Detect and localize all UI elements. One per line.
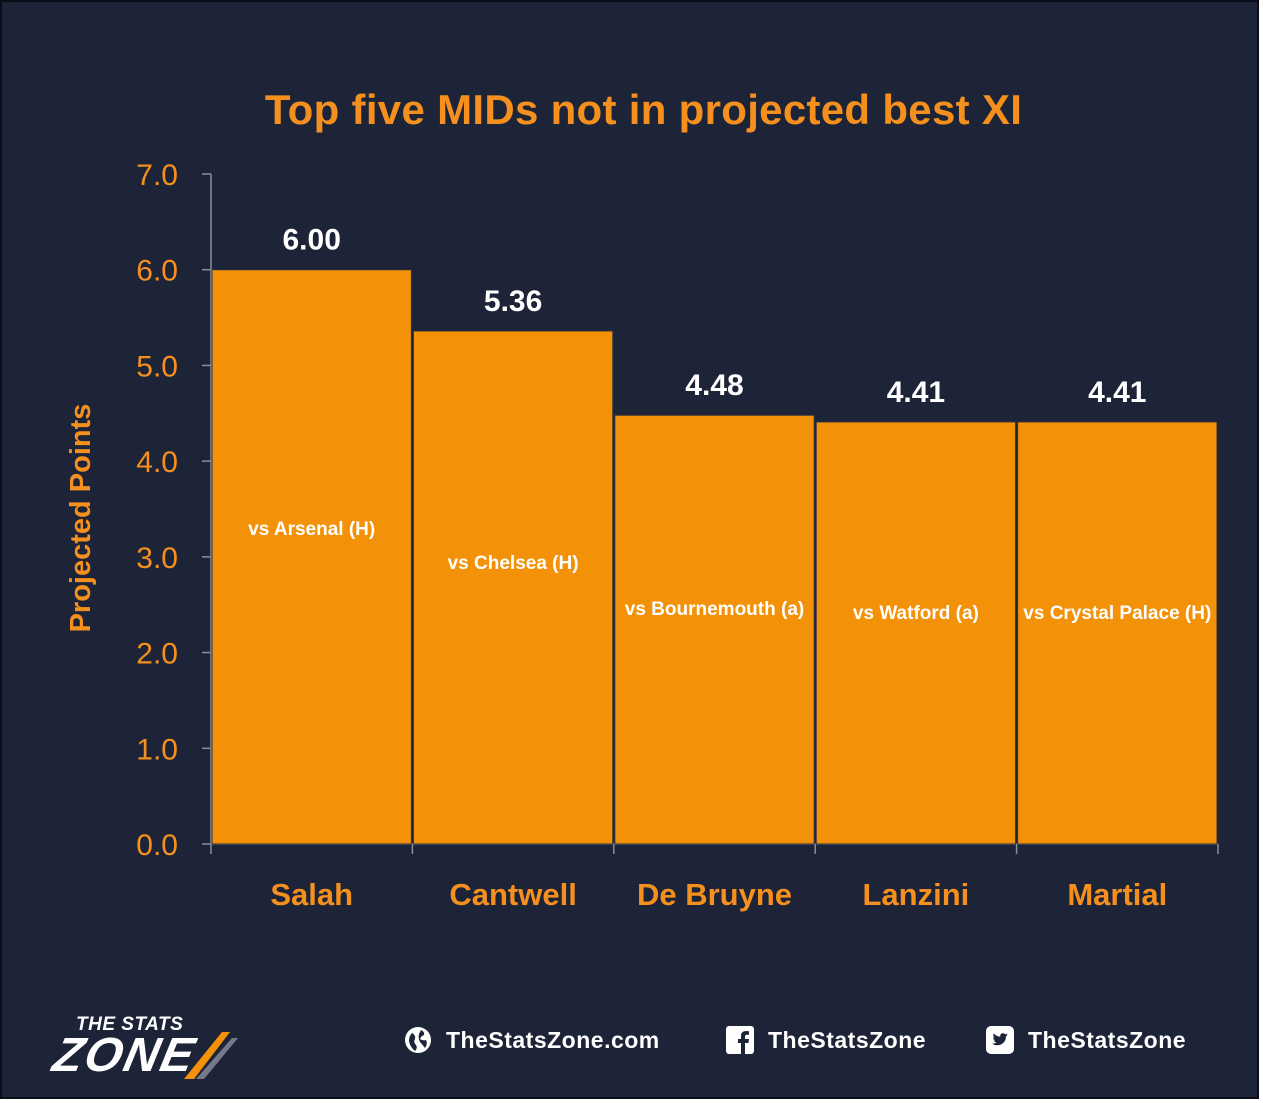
logo-top-text: THE STATS [76,1014,184,1035]
y-tick-label: 1.0 [136,733,178,766]
facebook-link[interactable]: TheStatsZone [726,1026,926,1054]
bar [211,269,412,845]
fixture-label: vs Crystal Palace (H) [1023,603,1211,624]
value-label: 6.00 [283,224,341,257]
logo-stripe-icon [184,1032,238,1079]
fixture-label: vs Bournemouth (a) [625,599,804,620]
y-tick-label: 3.0 [136,542,178,575]
category-label: Salah [270,877,353,912]
y-tick-label: 4.0 [136,446,178,479]
value-label: 4.41 [887,376,945,409]
y-tick-label: 6.0 [136,255,178,288]
twitter-icon [986,1026,1014,1054]
y-axis-title: Projected Points [65,404,97,633]
twitter-text: TheStatsZone [1028,1026,1187,1053]
website-link[interactable]: TheStatsZone.com [404,1026,660,1054]
bars [211,269,1218,845]
website-text: TheStatsZone.com [446,1026,660,1053]
fixture-label: vs Chelsea (H) [448,553,579,574]
facebook-icon [726,1026,754,1054]
bar [412,330,614,845]
y-tick-label: 0.0 [136,829,178,862]
footer: THE STATS ZONE TheStatsZone.com TheStats… [2,1002,1261,1082]
category-label: Lanzini [863,877,970,912]
globe-icon [405,1027,431,1053]
y-tick-label: 2.0 [136,638,178,671]
chart-title: Top five MIDs not in projected best XI [264,86,1023,133]
bar [815,421,1017,845]
labels: 6.00 vs Arsenal (H) Salah 5.36 vs Chelsea (H… [248,224,1211,912]
twitter-link[interactable]: TheStatsZone [986,1026,1186,1054]
stats-zone-logo: THE STATS ZONE [48,1012,274,1082]
value-label: 5.36 [484,285,542,318]
y-tick-label: 7.0 [136,159,178,192]
bar [614,414,815,845]
logo-main-text: ZONE [48,1029,201,1082]
category-label: De Bruyne [637,877,792,912]
facebook-text: TheStatsZone [768,1026,927,1053]
bar [1017,421,1218,845]
bar-chart: 0.0 1.0 2.0 3.0 4.0 5.0 6.0 7.0 Projected Points… [65,159,1219,912]
fixture-label: vs Arsenal (H) [248,519,375,540]
value-label: 4.41 [1088,376,1146,409]
y-tick-label: 5.0 [136,350,178,383]
fixture-label: vs Watford (a) [853,603,979,624]
category-label: Martial [1067,877,1167,912]
value-label: 4.48 [685,369,743,402]
category-label: Cantwell [449,877,576,912]
